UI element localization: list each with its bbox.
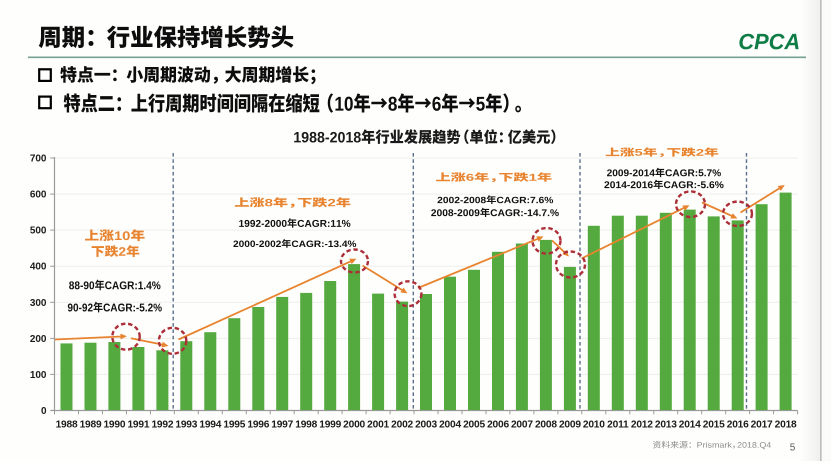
svg-text:2012: 2012 [631, 420, 653, 431]
svg-text:2011: 2011 [607, 420, 629, 431]
svg-text:2007: 2007 [511, 420, 533, 431]
svg-text:2001: 2001 [367, 420, 389, 431]
svg-text:2013: 2013 [655, 420, 677, 431]
svg-text:1988: 1988 [56, 420, 78, 431]
svg-text:1989: 1989 [80, 420, 102, 431]
svg-text:2010: 2010 [583, 420, 605, 431]
svg-text:600: 600 [30, 190, 47, 201]
svg-text:1997: 1997 [271, 420, 293, 431]
svg-text:1994: 1994 [199, 420, 221, 431]
svg-text:300: 300 [30, 298, 47, 309]
svg-text:2004: 2004 [439, 420, 461, 431]
svg-text:2003: 2003 [415, 420, 437, 431]
svg-text:700: 700 [30, 154, 47, 165]
svg-text:1990: 1990 [103, 420, 125, 431]
svg-text:1995: 1995 [223, 420, 245, 431]
svg-text:0: 0 [41, 406, 47, 417]
svg-text:2005: 2005 [463, 420, 485, 431]
svg-text:2002: 2002 [391, 420, 413, 431]
svg-text:2016: 2016 [727, 420, 749, 431]
svg-text:5: 5 [790, 443, 796, 454]
svg-text:1993: 1993 [175, 420, 197, 431]
svg-text:1991: 1991 [127, 420, 149, 431]
svg-text:1998: 1998 [295, 420, 317, 431]
svg-text:200: 200 [30, 334, 47, 345]
svg-text:1999: 1999 [319, 420, 341, 431]
svg-text:100: 100 [30, 370, 47, 381]
svg-text:1996: 1996 [247, 420, 269, 431]
svg-text:2006: 2006 [487, 420, 509, 431]
svg-text:2009: 2009 [559, 420, 581, 431]
svg-text:2014: 2014 [679, 420, 701, 431]
svg-text:2015: 2015 [703, 420, 725, 431]
svg-text:400: 400 [30, 262, 47, 273]
svg-text:1992: 1992 [151, 420, 173, 431]
svg-text:2008: 2008 [535, 420, 557, 431]
svg-text:500: 500 [30, 226, 47, 237]
svg-text:2017: 2017 [751, 420, 773, 431]
svg-text:2000: 2000 [343, 420, 365, 431]
svg-text:2018: 2018 [775, 420, 797, 431]
